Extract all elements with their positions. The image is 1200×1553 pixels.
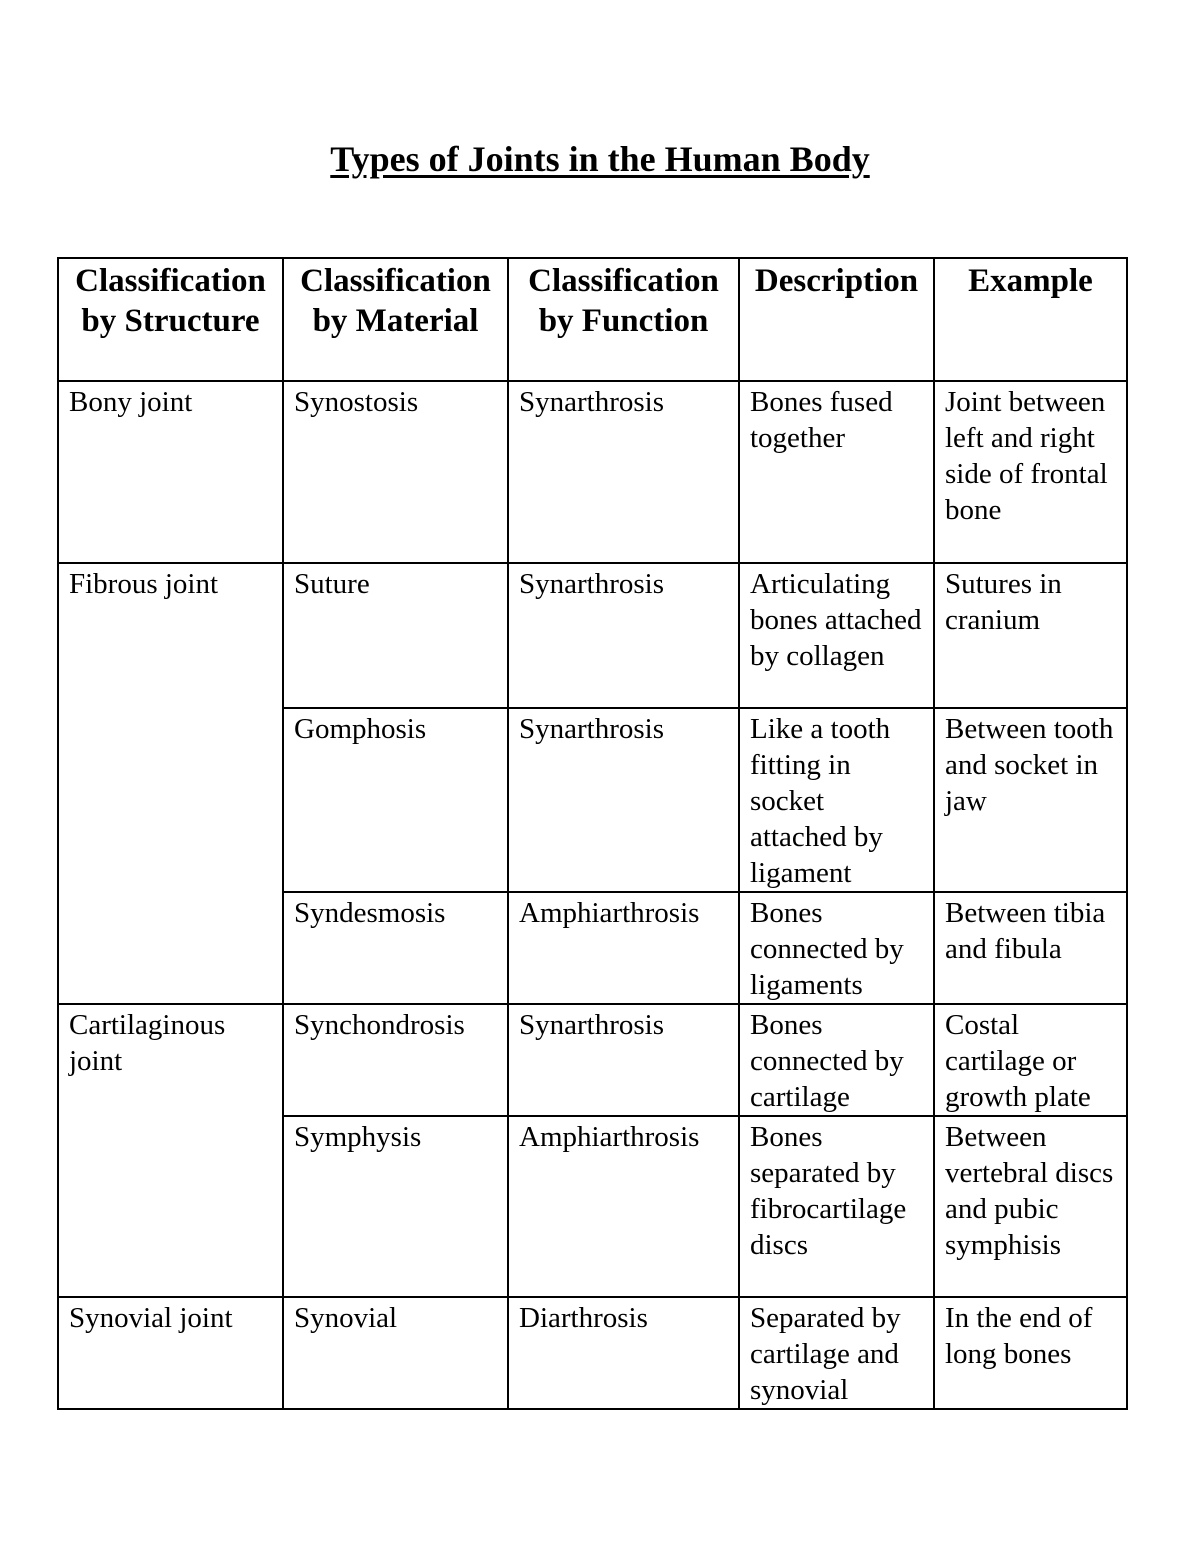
table-row: Syndesmosis Amphiarthrosis Bones connect…	[58, 891, 1128, 1005]
cell-example: Between tooth and socket in jaw	[933, 707, 1128, 893]
joints-table: Classification by Structure Classificati…	[57, 257, 1128, 1410]
cell-material: Syndesmosis	[282, 891, 509, 1005]
page-title: Types of Joints in the Human Body	[330, 139, 870, 179]
cell-example: Between vertebral discs and pubic symphi…	[933, 1115, 1128, 1298]
cell-material: Suture	[282, 562, 509, 709]
table-row: Bony joint Synostosis Synarthrosis Bones…	[57, 380, 1128, 564]
cell-function: Amphiarthrosis	[507, 1115, 740, 1298]
cell-description: Like a tooth fitting in socket attached …	[738, 707, 935, 893]
cell-material: Gomphosis	[282, 707, 509, 893]
cell-description: Separated by cartilage and synovial	[738, 1296, 935, 1410]
cell-structure: Fibrous joint	[57, 562, 284, 1005]
cell-description: Bones fused together	[738, 380, 935, 564]
cell-material: Synostosis	[282, 380, 509, 564]
header-example: Example	[933, 257, 1128, 382]
cell-example: Between tibia and fibula	[933, 891, 1128, 1005]
table-row: Fibrous joint Suture Synarthrosis Articu…	[57, 562, 1128, 1005]
table-row: Synovial joint Synovial Diarthrosis Sepa…	[57, 1296, 1128, 1410]
cell-function: Diarthrosis	[507, 1296, 740, 1410]
cell-description: Bones connected by ligaments	[738, 891, 935, 1005]
cell-function: Synarthrosis	[507, 562, 740, 709]
header-row: Classification by Structure Classificati…	[57, 257, 1128, 382]
cell-function: Amphiarthrosis	[507, 891, 740, 1005]
header-material: Classification by Material	[282, 257, 509, 382]
header-description: Description	[738, 257, 935, 382]
cell-function: Synarthrosis	[507, 1003, 740, 1117]
cell-description: Articulating bones attached by collagen	[738, 562, 935, 709]
header-structure: Classification by Structure	[57, 257, 284, 382]
cell-example: In the end of long bones	[933, 1296, 1128, 1410]
table-row: Gomphosis Synarthrosis Like a tooth fitt…	[58, 707, 1128, 893]
cell-structure: Bony joint	[57, 380, 284, 564]
cell-function: Synarthrosis	[507, 380, 740, 564]
cell-description: Bones separated by fibrocartilage discs	[738, 1115, 935, 1298]
header-function: Classification by Function	[507, 257, 740, 382]
table-row: Symphysis Amphiarthrosis Bones separated…	[58, 1115, 1128, 1298]
cell-function: Synarthrosis	[507, 707, 740, 893]
cell-example: Joint between left and right side of fro…	[933, 380, 1128, 564]
cell-description: Bones connected by cartilage	[738, 1003, 935, 1117]
cell-example: Costal cartilage or growth plate	[933, 1003, 1128, 1117]
cell-example: Sutures in cranium	[933, 562, 1128, 709]
cell-material: Synovial	[282, 1296, 509, 1410]
cell-material: Symphysis	[282, 1115, 509, 1298]
table-row: Cartilaginous joint Synchondrosis Synart…	[57, 1003, 1128, 1298]
cell-material: Synchondrosis	[282, 1003, 509, 1117]
cell-structure: Cartilaginous joint	[57, 1003, 284, 1298]
cell-structure: Synovial joint	[57, 1296, 284, 1410]
